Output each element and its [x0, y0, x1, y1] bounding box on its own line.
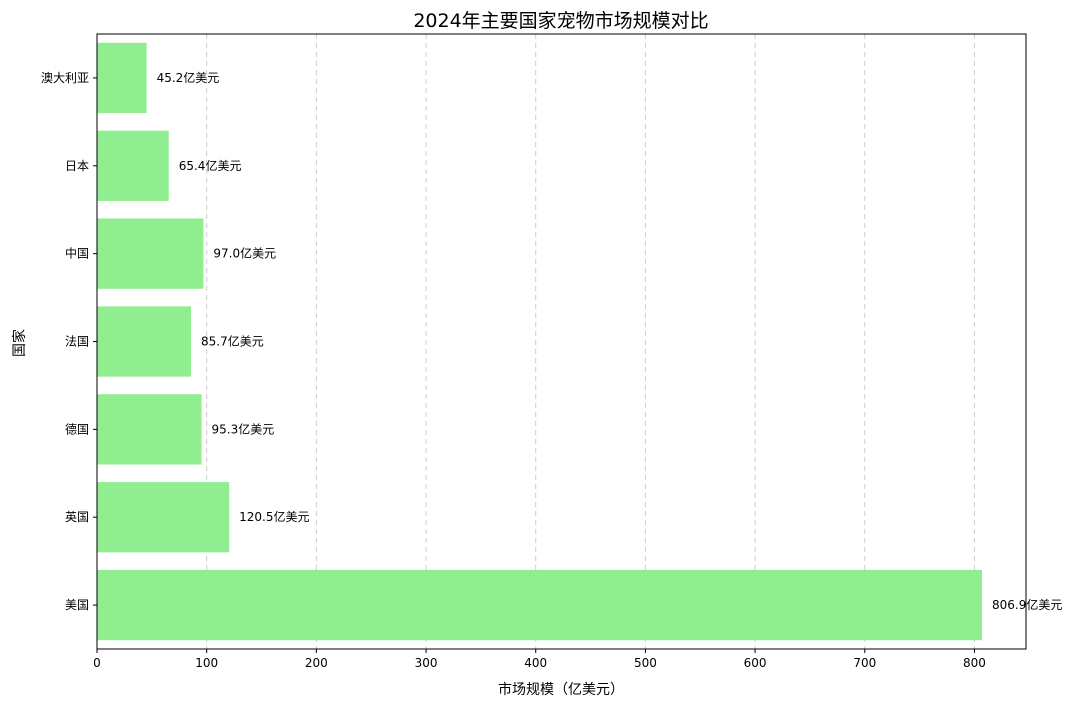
x-tick-label: 200 [305, 656, 328, 670]
bar [97, 306, 191, 377]
bar [97, 569, 983, 641]
x-tick-label: 300 [415, 656, 438, 670]
x-tick-label: 500 [634, 656, 657, 670]
x-tick-label: 600 [744, 656, 767, 670]
data-label: 806.9亿美元 [992, 597, 1062, 612]
y-tick-label: 日本 [65, 159, 89, 173]
bar [97, 130, 169, 201]
data-labels: 806.9亿美元 120.5亿美元 95.3亿美元 85.7亿美元 97.0亿美元 65.… [157, 70, 1063, 612]
x-tick-label: 100 [195, 656, 218, 670]
data-label: 120.5亿美元 [239, 509, 309, 524]
y-ticks: 美国 英国 德国 法国 中国 日本 澳大利亚 [41, 71, 97, 612]
y-tick-label: 美国 [65, 598, 89, 612]
bar [97, 482, 230, 553]
bar [97, 218, 204, 289]
x-tick-label: 700 [853, 656, 876, 670]
grid-lines [206, 34, 975, 649]
chart-title: 2024年主要国家宠物市场规模对比 [413, 10, 708, 32]
x-ticks: 0 100 200 300 400 500 600 700 800 [93, 649, 986, 670]
bar [97, 394, 202, 465]
y-tick-label: 法国 [65, 335, 89, 349]
data-label: 95.3亿美元 [212, 421, 275, 436]
x-axis-title: 市场规模（亿美元） [498, 681, 624, 698]
y-tick-label: 澳大利亚 [41, 71, 89, 85]
bars [97, 42, 983, 641]
y-tick-label: 英国 [65, 510, 89, 524]
y-tick-label: 德国 [65, 421, 89, 436]
y-tick-label: 中国 [65, 246, 89, 261]
data-label: 97.0亿美元 [213, 246, 276, 261]
data-label: 85.7亿美元 [201, 334, 264, 349]
x-tick-label: 0 [93, 656, 101, 670]
data-label: 65.4亿美元 [179, 158, 242, 173]
bar [97, 42, 147, 114]
x-tick-label: 800 [963, 656, 986, 670]
data-label: 45.2亿美元 [157, 70, 220, 85]
y-axis-title: 国家 [11, 329, 28, 357]
x-tick-label: 400 [524, 656, 547, 670]
